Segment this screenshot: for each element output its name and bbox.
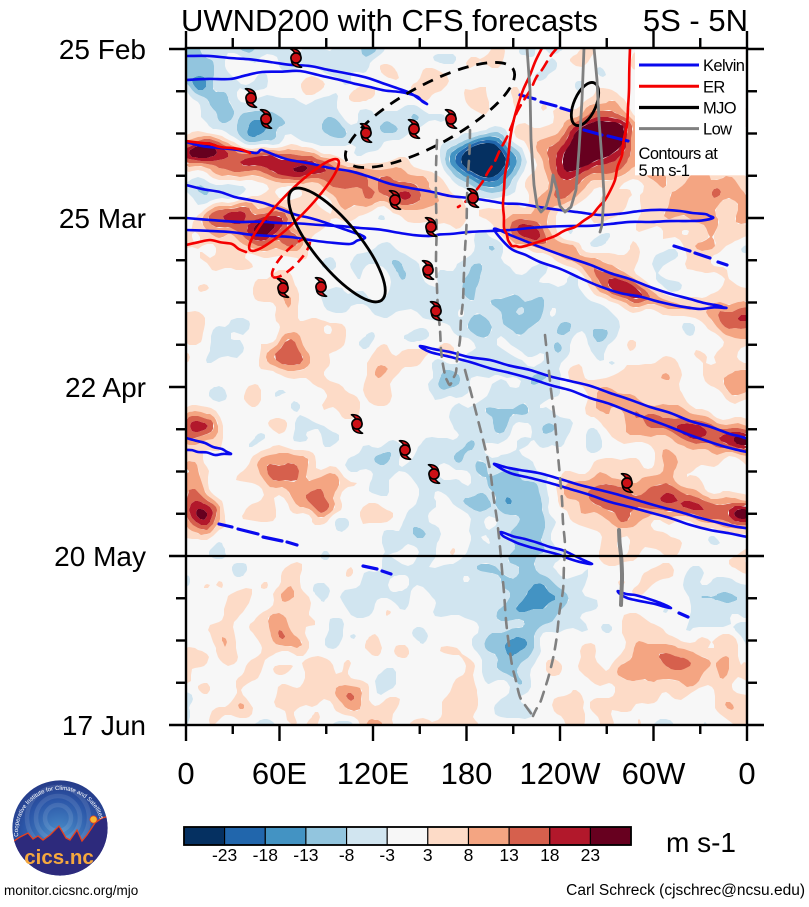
svg-text:3: 3 [423, 845, 433, 865]
svg-text:Contours at: Contours at [639, 145, 719, 163]
svg-text:60E: 60E [252, 756, 307, 791]
svg-text:22 Apr: 22 Apr [65, 372, 146, 403]
svg-text:monitor.cicsnc.org/mjo: monitor.cicsnc.org/mjo [4, 883, 138, 898]
svg-text:13: 13 [499, 845, 518, 865]
svg-text:-3: -3 [379, 845, 395, 865]
svg-text:25 Mar: 25 Mar [59, 203, 146, 234]
svg-text:-18: -18 [253, 845, 278, 865]
svg-text:120W: 120W [520, 756, 602, 791]
svg-text:5 m s-1: 5 m s-1 [639, 162, 690, 180]
svg-text:23: 23 [581, 845, 600, 865]
svg-text:8: 8 [464, 845, 474, 865]
svg-text:0: 0 [177, 756, 194, 791]
svg-text:MJO: MJO [703, 100, 737, 118]
svg-text:20 May: 20 May [54, 541, 146, 572]
svg-text:18: 18 [540, 845, 559, 865]
svg-text:25 Feb: 25 Feb [59, 34, 146, 65]
svg-text:UWND200 with CFS forecasts: UWND200 with CFS forecasts [181, 3, 598, 38]
svg-text:180: 180 [441, 756, 493, 791]
svg-text:Kelvin: Kelvin [703, 57, 745, 75]
svg-text:cics.nc: cics.nc [24, 846, 94, 869]
svg-text:Low: Low [703, 121, 732, 139]
svg-text:60W: 60W [622, 756, 686, 791]
svg-text:m s-1: m s-1 [666, 827, 736, 858]
svg-text:-23: -23 [212, 845, 237, 865]
svg-text:0: 0 [738, 756, 755, 791]
svg-text:Carl Schreck (cjschrec@ncsu.ed: Carl Schreck (cjschrec@ncsu.edu) [566, 882, 805, 899]
svg-text:17 Jun: 17 Jun [62, 710, 146, 741]
svg-text:5S - 5N: 5S - 5N [643, 3, 748, 38]
svg-text:ER: ER [703, 78, 725, 96]
svg-text:-13: -13 [293, 845, 318, 865]
svg-text:120E: 120E [337, 756, 409, 791]
svg-text:-8: -8 [339, 845, 355, 865]
